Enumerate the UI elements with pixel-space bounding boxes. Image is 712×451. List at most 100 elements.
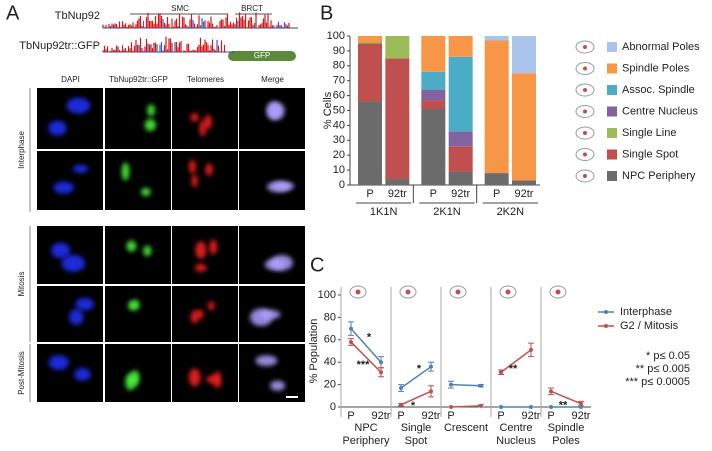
signal: [194, 263, 207, 272]
y-tick-label: 70: [333, 75, 345, 87]
significance-star: *: [417, 363, 422, 375]
signal: [188, 368, 201, 387]
point: [529, 347, 533, 352]
legend-label: NPC Periphery: [622, 170, 696, 182]
significance-star: *: [367, 331, 372, 343]
legend-swatch: [607, 128, 617, 138]
legend-swatch: [607, 149, 617, 160]
group-label: 2K1N: [433, 206, 461, 218]
panel-icon: [399, 285, 417, 299]
point: [429, 364, 433, 369]
x-tick-label: 92tr: [451, 188, 470, 200]
micrograph: [105, 88, 171, 149]
legend-icon: [575, 148, 595, 161]
y-axis-label: % Population: [308, 319, 320, 384]
point: [479, 383, 483, 388]
x-tick-label: P: [447, 410, 454, 422]
significance-key: *** p≤ 0.0005: [625, 376, 690, 388]
bar-segment: [358, 43, 382, 102]
bar-segment: [512, 36, 536, 74]
y-tick-label: 20: [333, 149, 345, 161]
panel-icon-dot: [455, 289, 461, 295]
y-axis-label: % Cells: [322, 91, 334, 129]
signal: [48, 120, 67, 136]
domain-label: BRCT: [241, 4, 263, 13]
line: [550, 390, 582, 405]
legend-point: [604, 324, 608, 328]
point: [529, 405, 533, 409]
gfp-label: GFP: [254, 51, 270, 60]
legend-icon: [575, 105, 595, 118]
bar-segment: [484, 40, 509, 174]
signal: [143, 245, 152, 257]
domain-label: SMC: [171, 4, 189, 13]
panel-icon: [549, 285, 567, 299]
bar-segment: [512, 73, 536, 181]
y-tick-label: 10: [333, 164, 345, 176]
x-tick-label: P: [430, 188, 437, 200]
y-tick-label: 0: [330, 401, 336, 413]
bar-segment: [484, 173, 509, 185]
panel-icon: [499, 285, 517, 299]
signal: [268, 102, 285, 120]
y-tick-label: 20: [324, 379, 336, 391]
point: [399, 402, 403, 407]
micrograph: [172, 344, 238, 402]
micrograph: [172, 151, 238, 210]
point: [429, 389, 433, 394]
signal: [209, 239, 218, 255]
bar-segment: [448, 56, 473, 132]
micrograph: [239, 344, 305, 402]
legend-label: Single Spot: [622, 148, 678, 160]
legend-swatch: [607, 85, 617, 95]
significance-star: ***: [357, 359, 371, 371]
bar-segment: [448, 171, 473, 185]
y-tick-label: 0: [339, 179, 345, 191]
line: [400, 390, 432, 406]
panel-letter: A: [6, 2, 20, 24]
x-tick-label: P: [497, 410, 504, 422]
group-label: 2K2N: [497, 206, 525, 218]
construct-label: TbNup92: [55, 10, 100, 22]
signal: [208, 300, 215, 311]
micrograph: [105, 226, 171, 284]
panel-icon-dot: [355, 289, 361, 295]
panel-title: Single Spot: [401, 422, 432, 447]
panel-icon: [449, 285, 467, 299]
signal: [53, 181, 74, 194]
column-header: Telomeres: [187, 75, 224, 84]
bar-segment: [448, 36, 473, 57]
signal: [130, 370, 140, 386]
signal: [128, 300, 136, 311]
point: [449, 405, 453, 409]
legend-label: Centre Nucleus: [622, 105, 698, 117]
bar-segment: [358, 101, 382, 185]
signal: [69, 309, 84, 326]
panel-icon: [349, 285, 367, 299]
point: [549, 405, 553, 409]
bar-segment: [358, 36, 382, 42]
panel-title: Spindle Poles: [548, 422, 585, 447]
legend-swatch: [607, 42, 617, 52]
significance-key: * p≤ 0.05: [646, 350, 690, 362]
signal: [191, 174, 198, 188]
legend-label: G2 / Mitosis: [620, 320, 679, 332]
column-header: Merge: [261, 75, 284, 84]
bar-segment: [421, 89, 446, 101]
signal: [260, 309, 281, 320]
bar-segment: [421, 100, 446, 110]
y-tick-label: 40: [324, 356, 336, 368]
micrographs: Interphase Mitosis Post-Mitosis: [17, 88, 305, 402]
legend-icon: [575, 169, 595, 183]
y-tick-label: 50: [333, 104, 345, 116]
signal: [205, 163, 213, 176]
signal: [255, 355, 278, 367]
signal: [190, 310, 199, 324]
point: [479, 403, 483, 408]
y-tick-label: 80: [324, 311, 336, 323]
legend-label: Abnormal Poles: [622, 41, 700, 53]
line: [400, 366, 432, 389]
point: [349, 340, 353, 345]
